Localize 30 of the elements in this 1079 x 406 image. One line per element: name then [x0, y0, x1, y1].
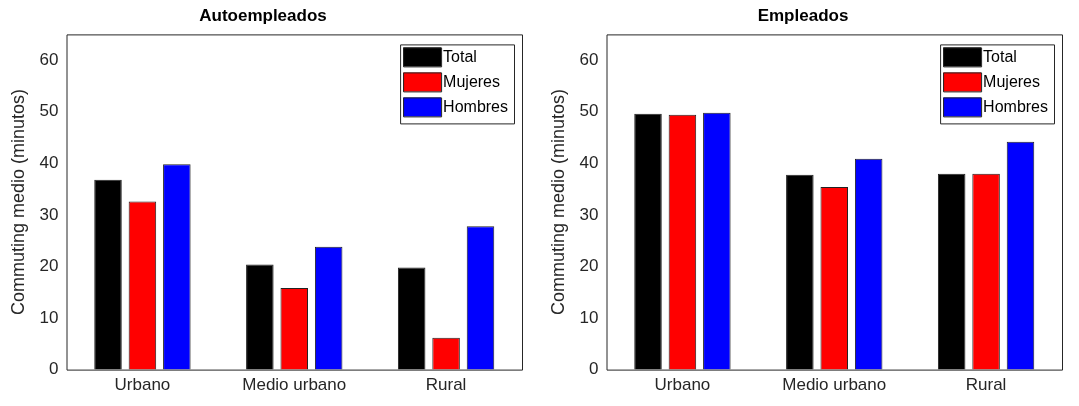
y-tick-label: 50 [579, 101, 599, 121]
y-tick-label: 60 [579, 49, 599, 69]
y-tick-label: 40 [579, 153, 599, 173]
y-tick-label: 50 [39, 101, 59, 121]
x-tick-label: Medio urbano [782, 375, 887, 395]
y-tick-label: 20 [579, 256, 599, 276]
chart-title: Empleados [757, 5, 849, 25]
x-tick-label: Medio urbano [242, 375, 347, 395]
legend-label: Hombres [983, 98, 1048, 116]
y-tick-label: 0 [49, 359, 59, 379]
legend-label: Mujeres [983, 73, 1040, 91]
y-tick-label: 30 [39, 204, 59, 224]
legend-label: Mujeres [443, 73, 500, 91]
y-tick-label: 10 [39, 307, 59, 327]
chart-title: Autoempleados [199, 5, 327, 25]
y-tick-label: 60 [39, 49, 59, 69]
x-tick-label: Rural [965, 375, 1007, 395]
y-tick-label: 0 [589, 359, 599, 379]
y-tick-label: 20 [39, 256, 59, 276]
legend-label: Total [443, 48, 477, 66]
y-tick-label: 30 [579, 204, 599, 224]
x-tick-label: Urbano [654, 375, 711, 395]
y-tick-label: 10 [579, 307, 599, 327]
y-tick-label: 40 [39, 153, 59, 173]
x-tick-label: Rural [425, 375, 467, 395]
x-tick-label: Urbano [114, 375, 171, 395]
legend-label: Hombres [443, 98, 508, 116]
y-axis-title: Commuting medio (minutos) [7, 88, 28, 316]
legend-label: Total [983, 48, 1017, 66]
y-axis-title: Commuting medio (minutos) [547, 88, 568, 316]
